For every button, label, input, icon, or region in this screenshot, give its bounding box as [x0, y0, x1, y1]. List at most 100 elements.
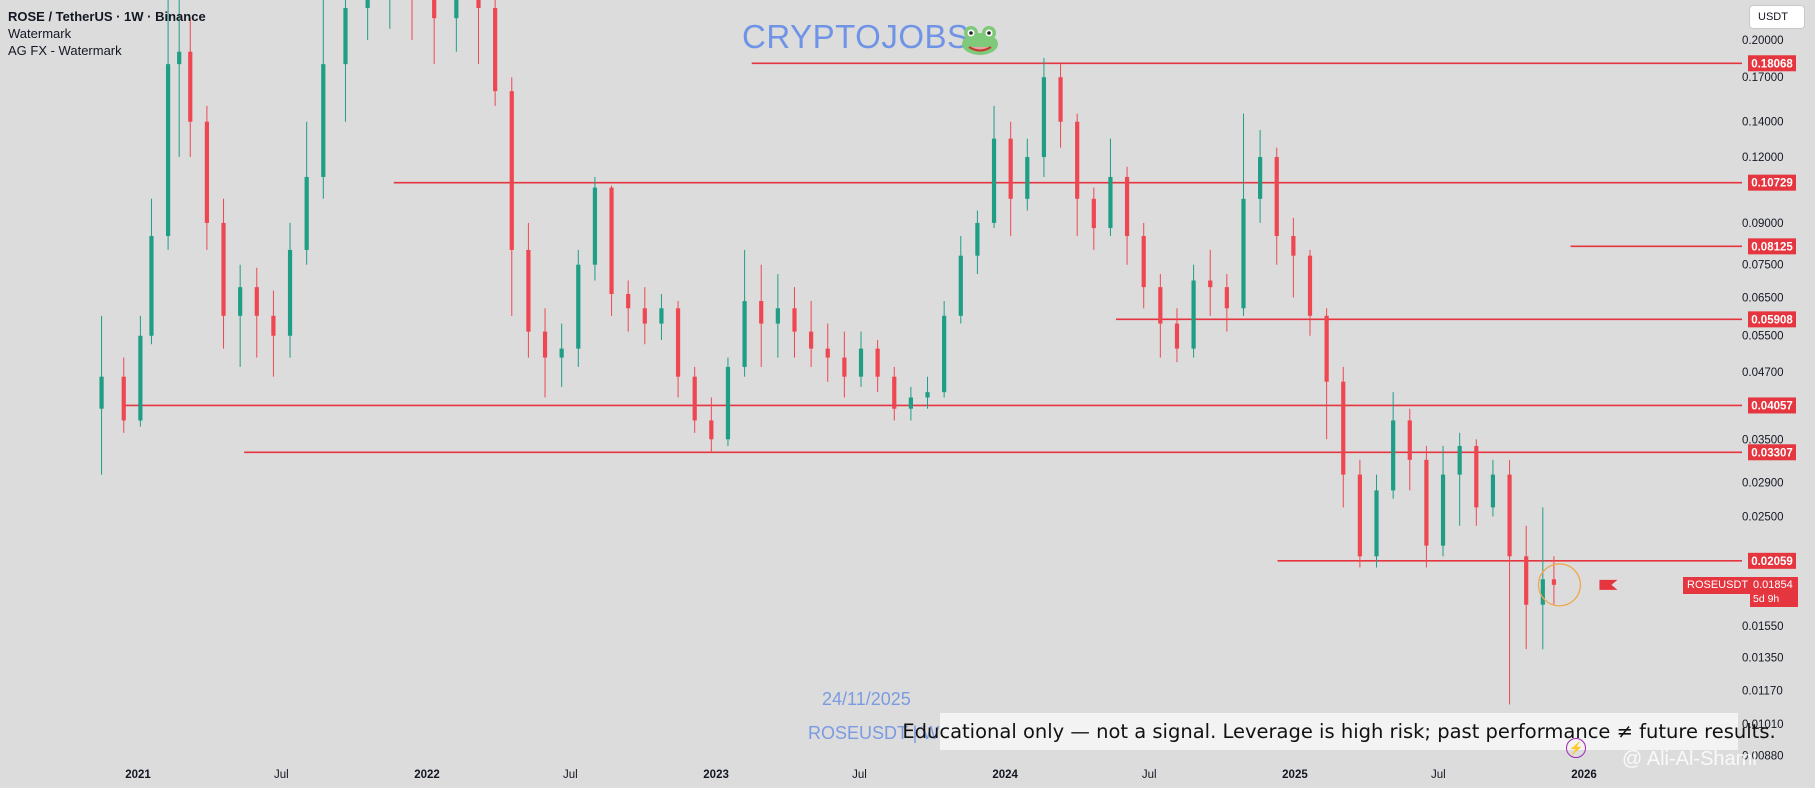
candle-body [1474, 445, 1479, 508]
y-tick-label: 0.20000 [1742, 35, 1784, 47]
level-price-label: 0.03307 [1751, 447, 1793, 459]
marker-circle [1537, 563, 1582, 607]
candle-body [908, 397, 913, 409]
candle-body [526, 249, 531, 332]
candle-body [1058, 77, 1063, 122]
candle-body [1108, 176, 1113, 229]
level-price-tag [1748, 174, 1796, 191]
candle-body [1407, 420, 1412, 460]
candle-body [542, 331, 548, 358]
candle-body [725, 366, 731, 440]
level-price-tag [1748, 311, 1796, 328]
candle-body [559, 348, 564, 358]
candle-body [991, 138, 997, 223]
disclaimer-banner: Educational only — not a signal. Leverag… [902, 713, 1776, 750]
candle-body [476, 0, 481, 8]
y-tick-label: 0.04700 [1742, 367, 1784, 379]
candle-body [138, 335, 143, 421]
candle-body [1391, 420, 1396, 491]
y-tick-label: 0.01010 [1742, 719, 1784, 731]
candle-body [188, 51, 193, 122]
candle-body [1324, 315, 1329, 382]
candle-body [221, 222, 226, 316]
candle-body [1208, 280, 1213, 288]
candle-body [1041, 77, 1047, 158]
x-tick-label: 2025 [1282, 769, 1308, 781]
candle-body [609, 187, 614, 294]
candle-body [642, 308, 647, 324]
y-tick-label: 0.00880 [1742, 751, 1784, 763]
candle-body [204, 121, 209, 223]
candle-body [1025, 157, 1030, 199]
candle-body [1191, 280, 1196, 349]
candle-body [1490, 474, 1496, 508]
candle-body [742, 301, 747, 367]
candle-body [709, 420, 714, 440]
candle-body [875, 348, 880, 377]
candle-body [99, 376, 104, 409]
candle-body [1424, 459, 1429, 546]
candle-body [892, 376, 897, 409]
legend-watermark-label: Watermark [8, 26, 72, 41]
x-tick-label: 2024 [992, 769, 1018, 781]
candle-body [1075, 121, 1080, 199]
y-tick-label: 0.09000 [1742, 218, 1784, 230]
level-price-label: 0.18068 [1751, 58, 1793, 70]
x-tick-label: Jul [852, 769, 867, 781]
candle-body [792, 308, 797, 332]
candle-body [1291, 236, 1296, 256]
candle-body [271, 315, 276, 336]
x-tick-label: Jul [1431, 769, 1446, 781]
candle-body [1374, 490, 1379, 557]
candle-body [238, 287, 243, 316]
candle-body [1307, 255, 1313, 316]
candle-body [1241, 198, 1246, 309]
y-tick-label: 0.06500 [1742, 292, 1784, 304]
candle-body [1141, 236, 1146, 288]
candle-body [659, 308, 664, 324]
legend-indicator-label: AG FX - Watermark [8, 43, 122, 58]
lightning-icon[interactable]: ⚡ [1566, 738, 1586, 758]
candle-body [1551, 579, 1557, 585]
candle-body [975, 222, 980, 256]
candle-body [1540, 579, 1545, 605]
x-tick-label: 2021 [125, 769, 151, 781]
candle-body [1224, 287, 1229, 309]
candle-body [321, 64, 326, 177]
y-tick-label: 0.07500 [1742, 260, 1784, 272]
candle-body [1008, 138, 1013, 199]
level-price-label: 0.10729 [1751, 178, 1793, 190]
x-tick-label: 2022 [414, 769, 440, 781]
y-tick-label: 0.12000 [1742, 152, 1784, 164]
candle-body [809, 331, 814, 349]
candle-body [454, 0, 459, 19]
author-signature: @ Ali-Al-Shami [1622, 748, 1757, 770]
y-tick-label: 0.02500 [1742, 511, 1784, 523]
candle-body [343, 7, 348, 65]
candle-body [1158, 287, 1163, 324]
candle-body [592, 187, 598, 265]
date-watermark: 24/11/2025 [822, 689, 911, 709]
x-tick-label: Jul [274, 769, 289, 781]
level-price-tag [1748, 444, 1796, 461]
currency-unit-button[interactable]: USDT [1749, 5, 1805, 29]
candle-body [858, 348, 864, 377]
y-tick-label: 0.01350 [1742, 653, 1784, 665]
ticker-watermark: ROSEUSDT | W [808, 723, 940, 743]
legend-title: ROSE / TetherUS · 1W · Binance [8, 9, 206, 24]
candle-body [958, 255, 963, 316]
candle-body [149, 236, 154, 336]
last-price-tag: 0.01854 5d 9h [1750, 577, 1798, 607]
candle-body [493, 7, 498, 92]
candle-body [1357, 474, 1362, 557]
candle-body [1258, 157, 1263, 199]
candle-body [842, 357, 847, 377]
candle-body [1091, 198, 1096, 229]
y-tick-label: 0.01550 [1742, 621, 1784, 633]
candle-body [1174, 323, 1180, 349]
candle-body [509, 91, 514, 250]
candle-body [432, 0, 437, 19]
candle-body [1274, 157, 1279, 237]
y-tick-label: 0.17000 [1742, 72, 1784, 84]
